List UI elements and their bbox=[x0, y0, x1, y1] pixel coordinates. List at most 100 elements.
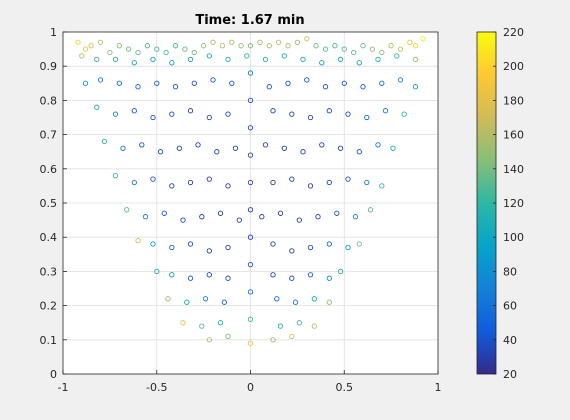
scatter-point bbox=[191, 49, 197, 56]
scatter-point bbox=[360, 43, 366, 49]
colorbar-tick-label: 100 bbox=[503, 231, 524, 244]
scatter-point bbox=[350, 49, 357, 56]
scatter-point bbox=[172, 84, 179, 90]
scatter-point bbox=[270, 241, 276, 247]
scatter-point bbox=[225, 183, 231, 189]
scatter-point bbox=[142, 214, 149, 220]
scatter-point bbox=[266, 84, 272, 90]
scatter-point bbox=[116, 43, 122, 49]
scatter-point bbox=[206, 53, 212, 59]
scatter-point bbox=[131, 60, 137, 66]
scatter-point bbox=[79, 53, 85, 59]
scatter-point bbox=[144, 43, 151, 49]
scatter-point bbox=[75, 39, 81, 45]
scatter-point bbox=[125, 46, 132, 52]
scatter-point bbox=[304, 36, 310, 42]
scatter-point bbox=[292, 299, 299, 305]
scatter-point bbox=[289, 275, 295, 281]
scatter-point bbox=[270, 272, 276, 278]
scatter-point bbox=[169, 60, 175, 66]
y-tick-label: 0 bbox=[50, 368, 57, 381]
scatter-point bbox=[319, 142, 325, 148]
scatter-point bbox=[97, 39, 104, 45]
scatter-point bbox=[107, 49, 113, 56]
scatter-point bbox=[154, 268, 160, 275]
scatter-point bbox=[202, 296, 209, 302]
scatter-point bbox=[364, 179, 370, 186]
y-tick-label: 1 bbox=[50, 26, 57, 39]
scatter-point bbox=[247, 179, 254, 186]
scatter-point bbox=[97, 77, 104, 83]
scatter-point bbox=[390, 145, 396, 151]
scatter-point bbox=[139, 142, 145, 148]
scatter-point bbox=[311, 296, 317, 302]
scatter-point bbox=[150, 56, 156, 63]
scatter-point bbox=[131, 179, 137, 186]
scatter-point bbox=[367, 207, 374, 213]
scatter-point bbox=[326, 108, 332, 114]
scatter-point bbox=[326, 275, 332, 281]
scatter-point bbox=[184, 299, 190, 305]
scatter-point bbox=[322, 84, 329, 90]
scatter-point bbox=[307, 183, 314, 189]
scatter-point bbox=[214, 149, 220, 155]
scatter-point bbox=[219, 43, 226, 49]
scatter-point bbox=[131, 108, 137, 114]
scatter-point bbox=[289, 248, 295, 254]
y-tick-label: 0.4 bbox=[40, 231, 58, 244]
grid-lines bbox=[63, 32, 438, 374]
scatter-point bbox=[313, 43, 319, 49]
scatter-point bbox=[135, 49, 141, 56]
scatter-point bbox=[82, 46, 89, 52]
scatter-point bbox=[289, 111, 295, 117]
scatter-point bbox=[337, 268, 344, 275]
scatter-point bbox=[326, 179, 332, 186]
colorbar-tick-label: 120 bbox=[503, 197, 524, 210]
scatter-point bbox=[135, 237, 141, 244]
scatter-point bbox=[345, 176, 351, 182]
scatter-point bbox=[257, 39, 263, 45]
scatter-point bbox=[244, 53, 250, 59]
scatter-point bbox=[412, 84, 419, 90]
scatter-point bbox=[225, 111, 231, 117]
colorbar-tick-label: 20 bbox=[503, 368, 517, 381]
scatter-point bbox=[157, 149, 164, 155]
scatter-point bbox=[165, 296, 171, 302]
scatter-point bbox=[307, 244, 314, 251]
scatter-point bbox=[379, 80, 385, 86]
scatter-point bbox=[135, 84, 141, 90]
x-tick-label: -1 bbox=[58, 381, 69, 394]
x-tick-label: 1 bbox=[435, 381, 442, 394]
scatter-point bbox=[206, 337, 212, 343]
scatter-point bbox=[289, 333, 295, 340]
scatter-point bbox=[112, 172, 119, 179]
scatter-point bbox=[341, 80, 347, 86]
scatter-point bbox=[270, 179, 276, 186]
scatter-point bbox=[150, 114, 156, 121]
scatter-point bbox=[169, 183, 175, 189]
colorbar-tick-label: 80 bbox=[503, 265, 517, 278]
scatter-point bbox=[229, 80, 235, 86]
scatter-point bbox=[319, 60, 325, 66]
scatter-point bbox=[210, 39, 216, 45]
x-axis: -1 -0.5 0 0.5 1 bbox=[58, 370, 442, 394]
scatter-point bbox=[225, 244, 231, 251]
scatter-point bbox=[247, 125, 254, 131]
scatter-point bbox=[247, 234, 254, 240]
scatter-point bbox=[275, 39, 282, 45]
scatter-point bbox=[232, 145, 239, 151]
scatter-point bbox=[150, 176, 156, 182]
scatter-point bbox=[262, 142, 269, 148]
y-tick-label: 0.1 bbox=[40, 334, 58, 347]
scatter-point bbox=[94, 104, 100, 110]
scatter-point bbox=[412, 43, 419, 49]
scatter-point bbox=[206, 176, 212, 182]
scatter-point bbox=[206, 114, 212, 121]
scatter-point bbox=[225, 275, 231, 281]
scatter-point bbox=[221, 299, 227, 305]
scatter-point bbox=[229, 39, 235, 45]
scatter-point bbox=[332, 43, 338, 49]
scatter-point bbox=[112, 111, 119, 117]
colorbar-tick-label: 140 bbox=[503, 163, 524, 176]
